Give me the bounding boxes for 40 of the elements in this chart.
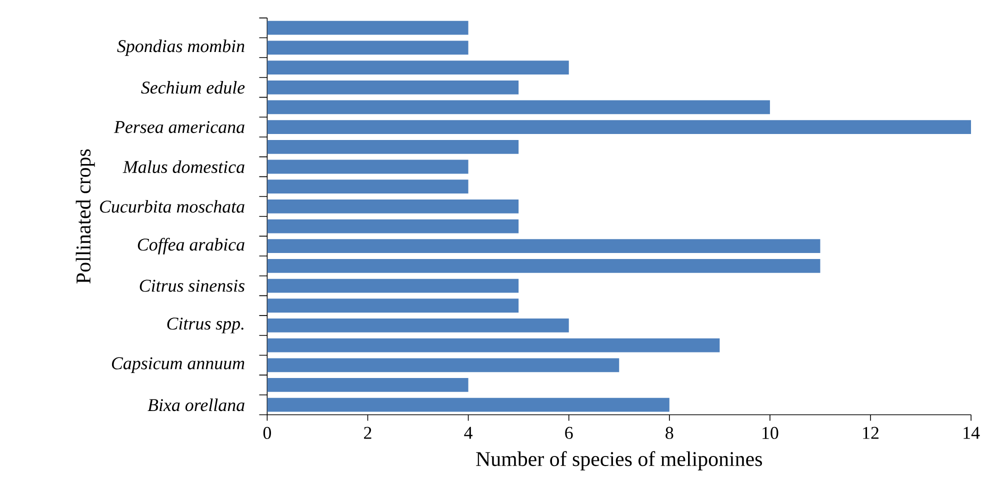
bar <box>267 160 468 174</box>
bar <box>267 100 770 114</box>
y-tick-label: Spondias mombin <box>117 40 244 56</box>
x-axis-title: Number of species of meliponines <box>476 451 762 471</box>
x-tick-label: 0 <box>263 427 271 440</box>
bar <box>267 21 468 36</box>
bar <box>267 80 519 95</box>
x-tick-label: 8 <box>666 427 674 440</box>
bar <box>267 120 972 134</box>
bar <box>267 358 620 372</box>
bar <box>267 180 468 194</box>
bar <box>267 41 468 55</box>
y-tick-label: Persea americana <box>114 121 244 134</box>
x-tick-label: 10 <box>762 427 778 440</box>
bar <box>267 220 519 234</box>
x-tick-label: 6 <box>565 427 573 440</box>
x-tick-label: 2 <box>364 427 372 440</box>
bar <box>267 60 569 75</box>
y-tick-label: Malus domestica <box>122 160 244 174</box>
bar <box>267 378 468 392</box>
x-tick-label: 4 <box>464 427 473 439</box>
x-tick-label: 14 <box>964 427 980 440</box>
y-tick-label: Capsicum annuum <box>112 358 244 374</box>
bar <box>267 200 519 214</box>
bar <box>267 398 670 412</box>
y-tick-label: Citrus spp. <box>167 318 244 334</box>
bar <box>267 259 820 274</box>
bar <box>267 140 519 154</box>
bar <box>267 298 519 313</box>
x-tick-label: 12 <box>863 427 878 440</box>
y-tick-label: Cucurbita moschata <box>100 200 244 213</box>
y-tick-label: Coffea arabica <box>138 238 244 255</box>
y-tick-label: Citrus sinensis <box>140 280 244 292</box>
bar <box>267 338 720 352</box>
bar <box>267 279 519 293</box>
bar <box>267 318 569 333</box>
y-tick-label: Sechium edule <box>141 81 245 94</box>
y-tick-label: Bixa orellana <box>148 398 244 412</box>
y-axis-title: Pollinated crops <box>76 150 95 284</box>
bar <box>267 239 820 254</box>
